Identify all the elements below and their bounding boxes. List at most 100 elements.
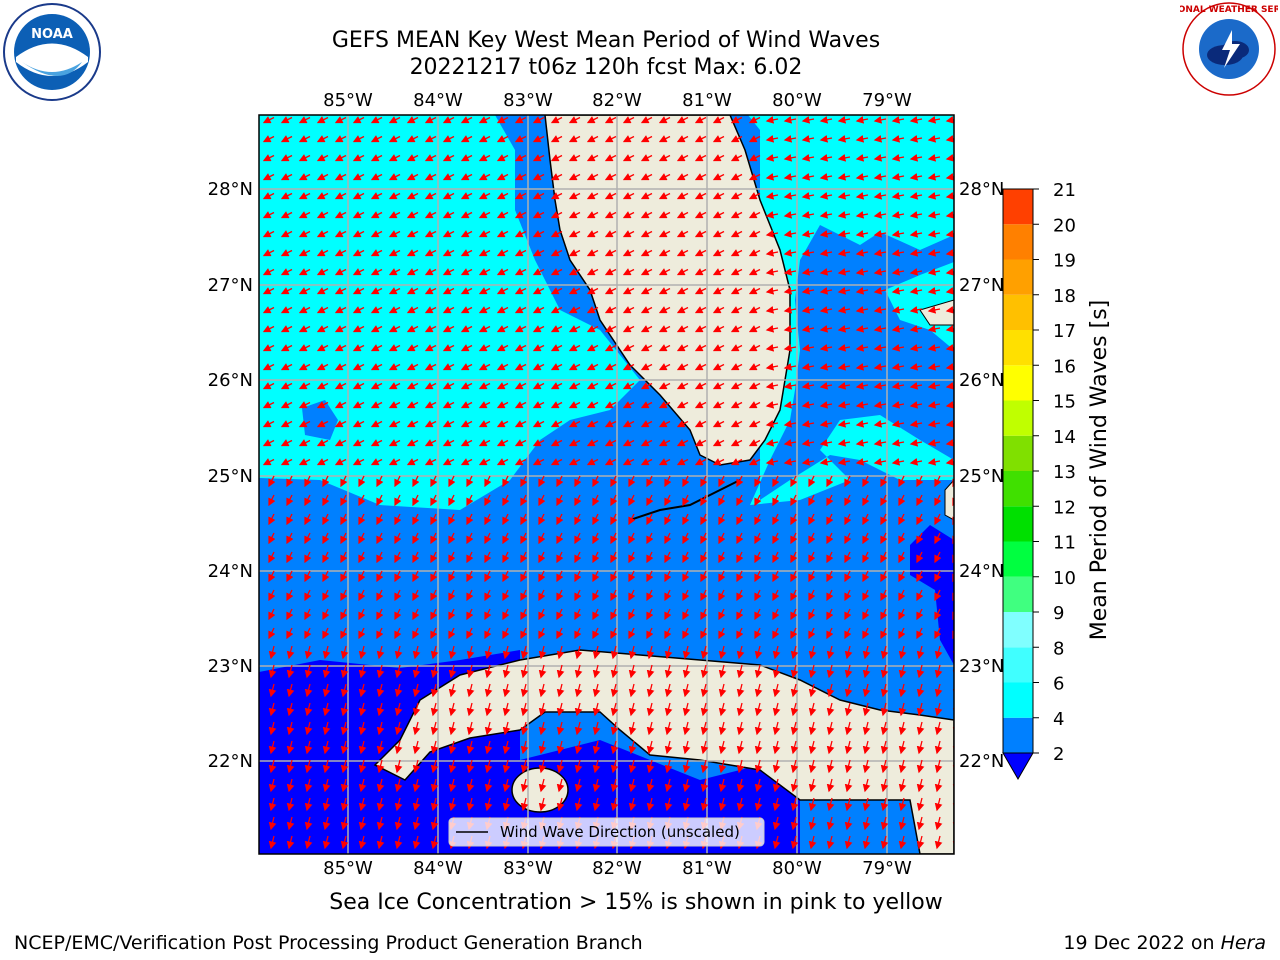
wind-wave-arrow [568,287,581,295]
wind-wave-arrow [502,494,510,507]
wind-wave-arrow [568,458,581,466]
wind-wave-arrow [280,325,293,333]
wind-wave-arrow [712,363,725,371]
wind-wave-arrow [496,344,509,352]
wind-wave-arrow [316,211,329,219]
wind-wave-arrow [496,287,509,295]
wind-wave-arrow [334,401,347,409]
map-legend: Wind Wave Direction (unscaled) [448,817,765,847]
colorbar-label: Mean Period of Wind Waves [s] [1087,300,1112,640]
wind-wave-arrow [568,154,581,162]
wind-wave-arrow [370,173,383,181]
wind-wave-arrow [478,401,491,409]
wind-wave-arrow [478,458,491,466]
wind-wave-arrow [837,325,851,333]
wind-wave-arrow [478,382,491,390]
wind-wave-arrow [406,363,419,371]
wind-wave-arrow [262,173,275,181]
colorbar-tick-label: 14 [1053,427,1076,448]
wind-wave-arrow [376,513,384,526]
wind-wave-arrow [280,363,293,371]
colorbar-tick-label: 6 [1053,674,1064,695]
wind-wave-arrow [550,363,563,371]
wind-wave-arrow [640,173,653,181]
lon-label-top: 80°W [772,90,822,111]
wind-wave-arrow [370,249,383,257]
wind-wave-arrow [748,401,761,409]
wind-wave-arrow [478,439,491,447]
wind-wave-arrow [622,382,635,390]
wind-wave-arrow [298,173,311,181]
wind-wave-arrow [801,325,815,333]
lon-label-bottom: 79°W [862,858,912,879]
wind-wave-arrow [532,135,545,143]
wind-wave-arrow [370,420,383,428]
wind-wave-arrow [909,325,923,333]
wind-wave-arrow [460,154,473,162]
wind-wave-arrow [909,268,923,276]
wind-wave-arrow [604,458,617,466]
wind-wave-arrow [945,249,954,257]
wind-wave-arrow [712,401,725,409]
wind-wave-arrow [748,287,761,295]
wind-wave-arrow [532,116,545,124]
wind-wave-arrow [604,249,617,257]
wind-wave-arrow [801,363,815,371]
wind-wave-arrow [394,475,402,488]
wind-wave-arrow [801,173,815,181]
wind-wave-arrow [586,306,599,314]
wind-wave-arrow [352,325,365,333]
wind-wave-arrow [891,344,905,352]
wind-wave-arrow [460,325,473,333]
wind-wave-arrow [262,287,275,295]
wind-wave-arrow [658,458,671,466]
wind-wave-arrow [298,344,311,352]
wind-wave-arrow [376,475,384,488]
wind-wave-arrow [370,325,383,333]
wind-wave-arrow [658,344,671,352]
wind-wave-arrow [424,268,437,276]
wind-wave-arrow [765,173,779,181]
colorbar-tick-label: 18 [1053,286,1076,307]
wind-wave-arrow [586,230,599,238]
wind-wave-arrow [520,475,528,488]
wind-wave-arrow [406,344,419,352]
wind-wave-arrow [783,363,797,371]
wind-wave-arrow [262,382,275,390]
wind-wave-arrow [424,154,437,162]
wind-wave-arrow [837,363,851,371]
wind-wave-arrow [801,192,815,200]
wind-wave-arrow [801,249,815,257]
wind-wave-arrow [586,116,599,124]
wind-wave-arrow [748,306,761,314]
wind-wave-arrow [927,382,941,390]
wind-wave-arrow [783,306,797,314]
wind-wave-arrow [568,211,581,219]
wind-wave-arrow [604,154,617,162]
wind-wave-arrow [286,475,294,488]
wind-wave-arrow [268,494,276,507]
wind-wave-arrow [370,458,383,466]
wind-wave-arrow [801,439,815,447]
wind-wave-arrow [640,420,653,428]
wind-wave-arrow [262,249,275,257]
wind-wave-arrow [927,268,941,276]
wind-wave-arrow [460,420,473,428]
wind-wave-arrow [855,458,869,466]
wind-wave-arrow [718,513,726,526]
wind-wave-arrow [880,475,888,488]
wind-wave-arrow [676,382,689,390]
wind-wave-arrow [676,458,689,466]
wind-wave-arrow [352,363,365,371]
wind-wave-arrow [712,382,725,390]
wind-wave-arrow [478,325,491,333]
wind-wave-arrow [640,116,653,124]
wind-wave-arrow [754,494,762,507]
wind-wave-arrow [801,401,815,409]
wind-wave-arrow [358,494,366,507]
colorbar-tick-label: 8 [1053,638,1064,659]
wind-wave-arrow [478,192,491,200]
wind-wave-arrow [298,363,311,371]
wind-wave-arrow [586,173,599,181]
wind-wave-arrow [855,211,869,219]
